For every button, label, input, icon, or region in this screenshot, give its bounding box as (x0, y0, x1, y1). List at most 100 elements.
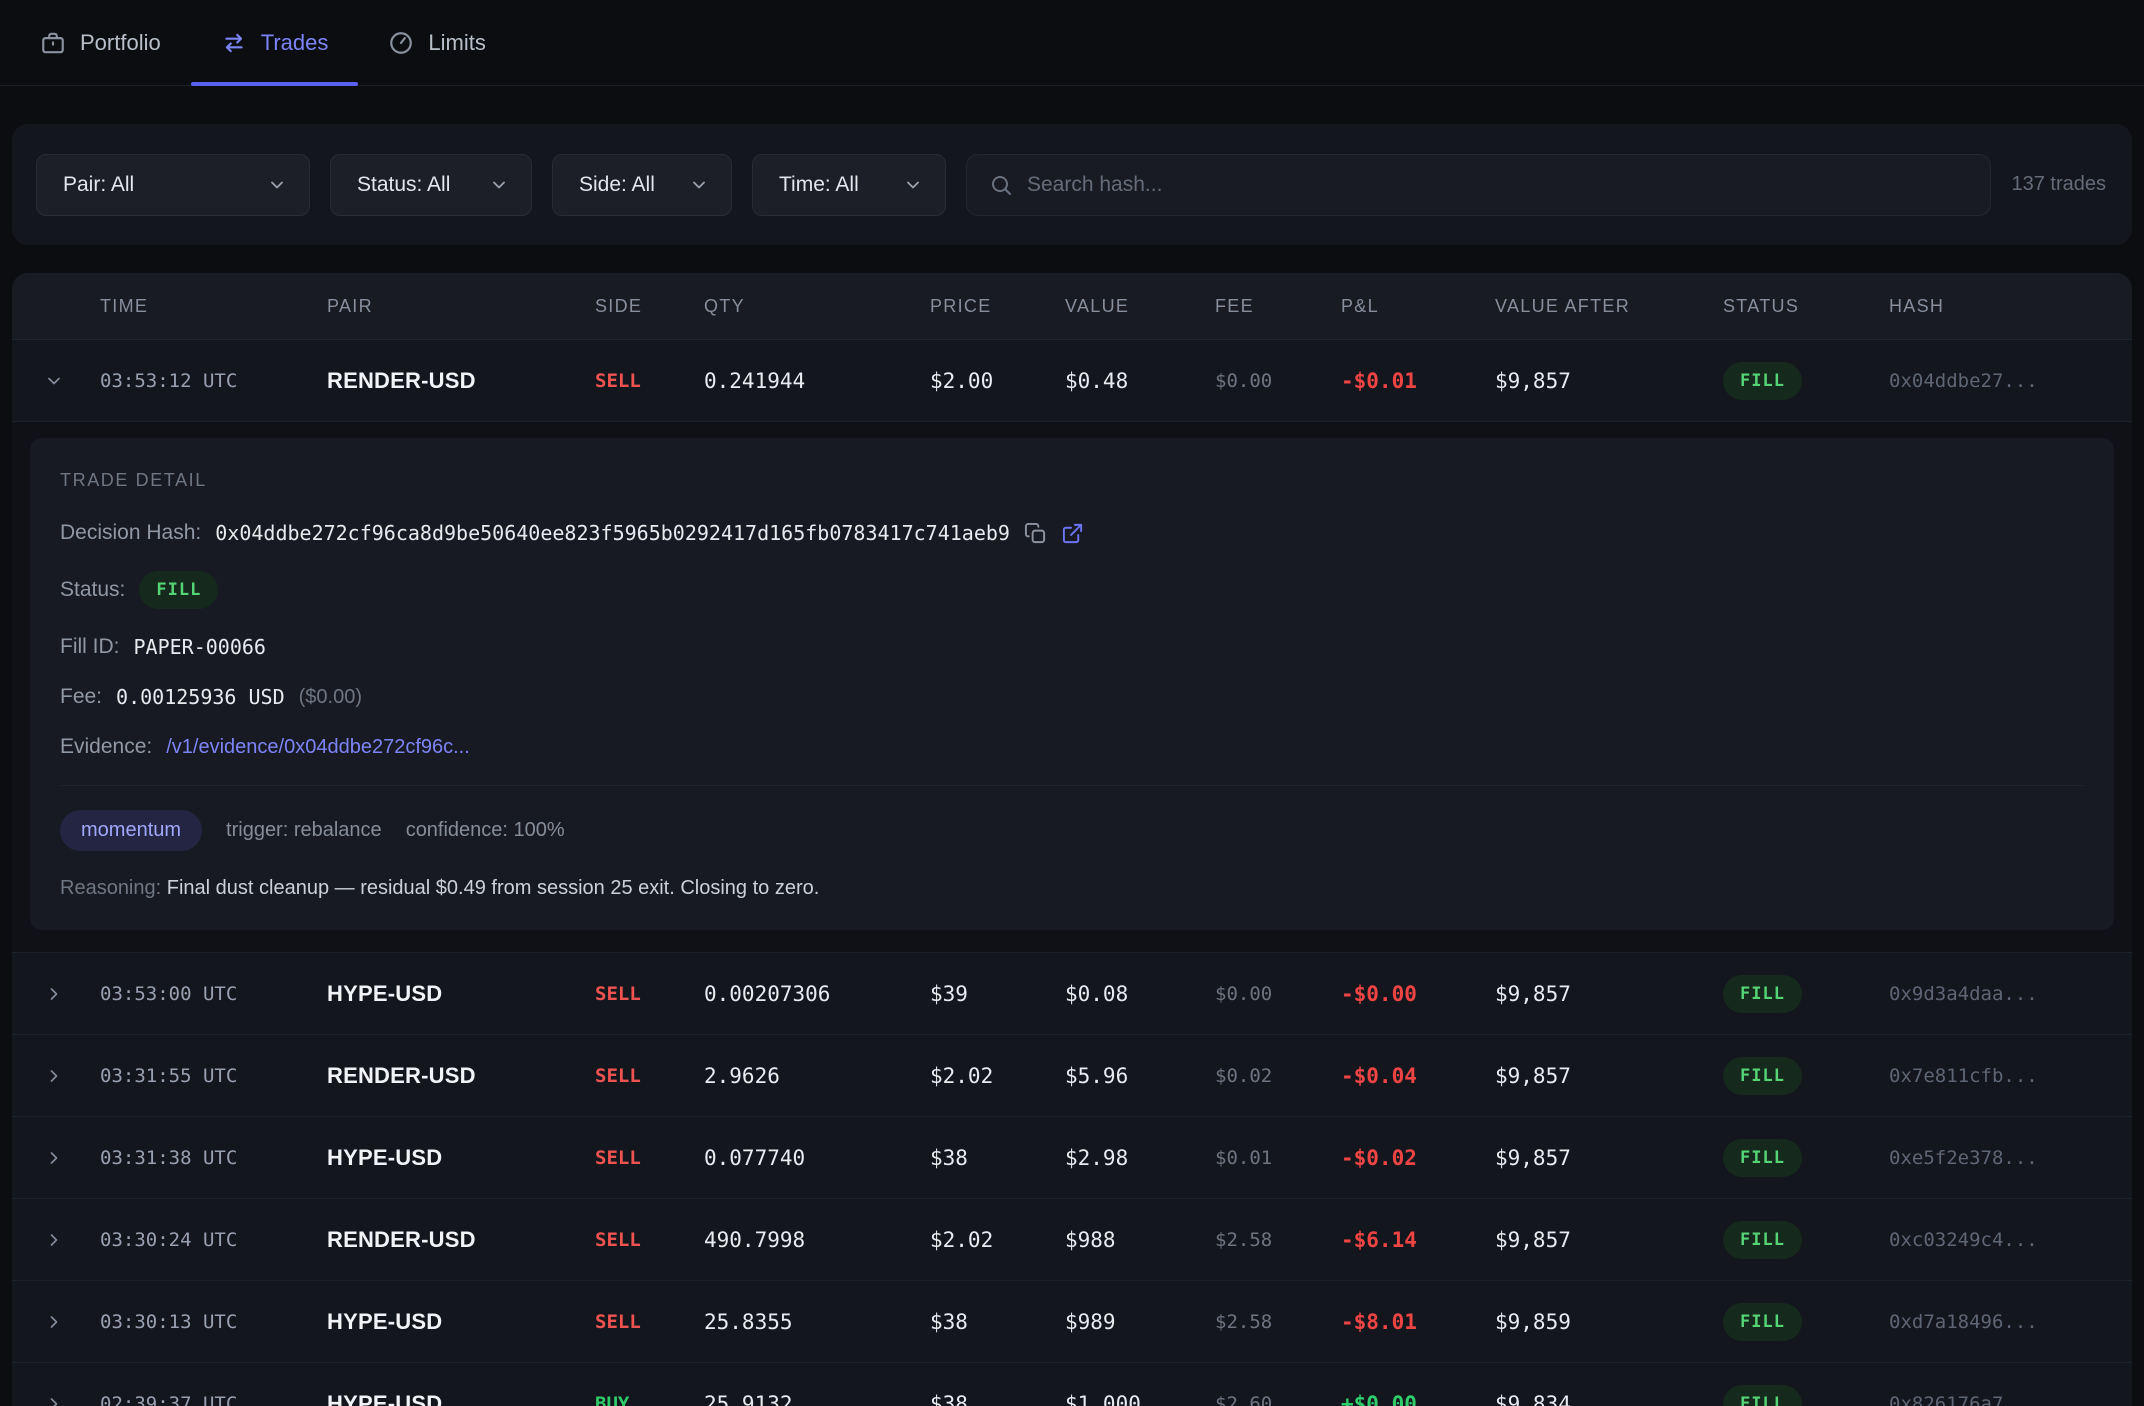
search-hash-input[interactable] (1027, 173, 1968, 197)
fill-id-label: Fill ID: (60, 635, 120, 659)
search-hash-field[interactable] (966, 154, 1991, 216)
trade-value: $989 (1065, 1310, 1215, 1334)
side-filter-dropdown[interactable]: Side: All (552, 154, 732, 216)
reasoning-text: Final dust cleanup — residual $0.49 from… (167, 877, 820, 899)
pair-filter-dropdown[interactable]: Pair: All (36, 154, 310, 216)
trade-row[interactable]: 03:30:24 UTCRENDER-USDSELL490.7998$2.02$… (12, 1199, 2132, 1281)
trade-hash: 0xd7a18496... (1889, 1311, 2132, 1333)
trade-pnl: -$0.00 (1341, 982, 1495, 1006)
col-status: STATUS (1723, 296, 1889, 317)
status-badge: FILL (1723, 1303, 1802, 1341)
chevron-right-icon (44, 1148, 64, 1168)
tab-limits[interactable]: Limits (358, 0, 515, 85)
chevron-down-icon (267, 175, 287, 195)
trade-fee: $2.58 (1215, 1229, 1341, 1251)
tab-portfolio-label: Portfolio (80, 30, 161, 56)
status-badge: FILL (1723, 1057, 1802, 1095)
trade-status: FILL (1723, 1385, 1889, 1406)
evidence-link[interactable]: /v1/evidence/0x04ddbe272cf96c... (166, 736, 470, 759)
chevron-down-icon (903, 175, 923, 195)
status-badge: FILL (1723, 975, 1802, 1013)
row-expander[interactable] (12, 1066, 100, 1086)
trade-hash: 0xe5f2e378... (1889, 1147, 2132, 1169)
strategy-meta-line: momentum trigger: rebalance confidence: … (60, 785, 2084, 851)
chevron-right-icon (44, 1394, 64, 1406)
decision-hash-label: Decision Hash: (60, 521, 201, 545)
trade-hash: 0x04ddbe27... (1889, 370, 2132, 392)
row-expander[interactable] (12, 984, 100, 1004)
trade-value-after: $9,857 (1495, 369, 1723, 393)
row-expander[interactable] (12, 1312, 100, 1332)
trade-value-after: $9,857 (1495, 982, 1723, 1006)
tab-trades-label: Trades (261, 30, 329, 56)
col-side: SIDE (595, 296, 704, 317)
trade-fee: $0.00 (1215, 370, 1341, 392)
briefcase-icon (40, 30, 66, 56)
trade-row[interactable]: 02:39:37 UTCHYPE-USDBUY25.9132$38$1,000$… (12, 1363, 2132, 1406)
trade-price: $39 (930, 982, 1065, 1006)
time-filter-dropdown[interactable]: Time: All (752, 154, 946, 216)
trade-row[interactable]: 03:30:13 UTCHYPE-USDSELL25.8355$38$989$2… (12, 1281, 2132, 1363)
status-filter-dropdown[interactable]: Status: All (330, 154, 532, 216)
fill-id-value: PAPER-00066 (134, 635, 266, 659)
trade-hash: 0x826176a7... (1889, 1393, 2132, 1406)
expanded-trade-detail: TRADE DETAIL Decision Hash: 0x04ddbe272c… (12, 422, 2132, 953)
fee-line: Fee: 0.00125936 USD ($0.00) (60, 685, 2084, 709)
copy-hash-button[interactable] (1024, 522, 1047, 545)
trade-pair: RENDER-USD (327, 1227, 595, 1253)
confidence-text: confidence: 100% (406, 819, 565, 842)
trade-value-after: $9,857 (1495, 1146, 1723, 1170)
trade-price: $38 (930, 1392, 1065, 1406)
trade-qty: 25.8355 (704, 1310, 930, 1334)
trade-pnl: -$0.02 (1341, 1146, 1495, 1170)
col-qty: QTY (704, 296, 930, 317)
status-line: Status: FILL (60, 571, 2084, 609)
trade-time: 02:39:37 UTC (100, 1393, 327, 1406)
open-hash-button[interactable] (1061, 522, 1084, 545)
trade-row[interactable]: 03:53:00 UTCHYPE-USDSELL0.00207306$39$0.… (12, 953, 2132, 1035)
trade-status: FILL (1723, 1139, 1889, 1177)
trade-row[interactable]: 03:31:38 UTCHYPE-USDSELL0.077740$38$2.98… (12, 1117, 2132, 1199)
trade-row[interactable]: 03:53:12 UTCRENDER-USDSELL0.241944$2.00$… (12, 340, 2132, 422)
trade-qty: 25.9132 (704, 1392, 930, 1406)
row-expander[interactable] (12, 1148, 100, 1168)
trade-pair: RENDER-USD (327, 1063, 595, 1089)
trade-fee: $2.60 (1215, 1393, 1341, 1406)
trade-side: SELL (595, 370, 704, 392)
trade-pnl: -$6.14 (1341, 1228, 1495, 1252)
trades-table: TIME PAIR SIDE QTY PRICE VALUE FEE P&L V… (12, 273, 2132, 1406)
evidence-label: Evidence: (60, 735, 152, 759)
trade-side: SELL (595, 1065, 704, 1087)
trade-detail-title: TRADE DETAIL (60, 470, 2084, 491)
trade-fee: $2.58 (1215, 1311, 1341, 1333)
trade-row[interactable]: 03:31:55 UTCRENDER-USDSELL2.9626$2.02$5.… (12, 1035, 2132, 1117)
trade-qty: 490.7998 (704, 1228, 930, 1252)
fee-usd-value: ($0.00) (299, 686, 362, 709)
trade-qty: 0.077740 (704, 1146, 930, 1170)
status-badge: FILL (1723, 1221, 1802, 1259)
col-fee: FEE (1215, 296, 1341, 317)
tab-trades[interactable]: Trades (191, 0, 359, 85)
trade-price: $38 (930, 1310, 1065, 1334)
filter-bar: Pair: All Status: All Side: All Time: Al… (12, 124, 2132, 245)
chevron-right-icon (44, 1312, 64, 1332)
tab-portfolio[interactable]: Portfolio (10, 0, 191, 85)
col-pair: PAIR (327, 296, 595, 317)
trade-time: 03:31:38 UTC (100, 1147, 327, 1169)
chevron-down-icon (689, 175, 709, 195)
trade-time: 03:30:13 UTC (100, 1311, 327, 1333)
trade-price: $2.00 (930, 369, 1065, 393)
trades-count: 137 trades (2011, 173, 2108, 196)
row-expander[interactable] (12, 1394, 100, 1406)
trade-pair: HYPE-USD (327, 1309, 595, 1335)
trade-fee: $0.02 (1215, 1065, 1341, 1087)
row-expander[interactable] (12, 1230, 100, 1250)
trade-pnl: +$0.00 (1341, 1392, 1495, 1406)
row-expander[interactable] (12, 371, 100, 391)
reasoning-label: Reasoning: (60, 877, 161, 899)
trade-pair: HYPE-USD (327, 1145, 595, 1171)
trade-detail-panel: TRADE DETAIL Decision Hash: 0x04ddbe272c… (30, 438, 2114, 930)
status-badge: FILL (1723, 1139, 1802, 1177)
copy-icon (1024, 522, 1047, 545)
trade-value: $988 (1065, 1228, 1215, 1252)
